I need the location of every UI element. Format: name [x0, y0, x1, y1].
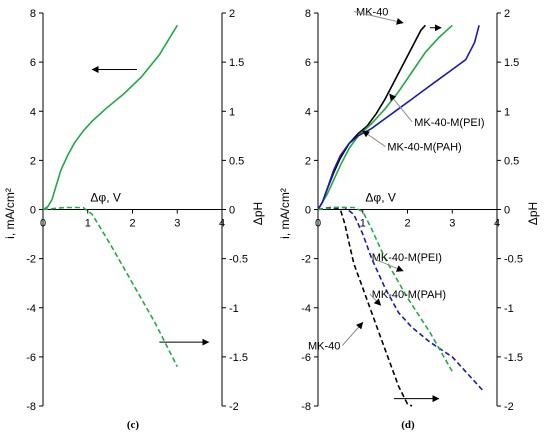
right-y-tick-label: 2 — [504, 8, 510, 20]
right-y-tick-label: -2 — [229, 401, 239, 413]
series-annotation-label: MK-40-M(PAH) — [372, 289, 446, 301]
right-y-tick-label: 0 — [504, 205, 510, 217]
left-y-tick-label: -6 — [301, 352, 311, 364]
left-y-tick-label: 6 — [305, 57, 311, 69]
x-tick-label: 4 — [219, 218, 225, 230]
series-line-solid-green — [317, 24, 453, 210]
x-tick-label: 2 — [404, 218, 410, 230]
right-y-tick-label: -0.5 — [229, 254, 248, 266]
series-annotation-label: MK-40-M(PAH) — [387, 142, 461, 154]
panel-label: (d) — [401, 419, 415, 431]
left-y-tick-label: -4 — [26, 303, 36, 315]
right-y-tick-label: 2 — [229, 8, 235, 20]
right-y-tick-label: -0.5 — [504, 254, 523, 266]
series-line-dashed-green — [42, 206, 179, 368]
left-y-tick-label: -4 — [301, 303, 311, 315]
panel-label: (c) — [127, 419, 140, 431]
series-line-solid-green — [42, 24, 178, 211]
left-y-tick-label: -2 — [26, 254, 36, 266]
left-y-tick-label: 0 — [30, 205, 36, 217]
right-y-tick-label: 0.5 — [229, 155, 244, 167]
series-line-dashed-green — [317, 206, 453, 372]
left-y-tick-label: 8 — [30, 8, 36, 20]
x-tick-label: 3 — [174, 218, 180, 230]
series-line-dashed-black — [317, 206, 413, 407]
x-axis-label: Δφ, V — [365, 191, 395, 205]
annotation-leader-arrow — [369, 256, 404, 272]
x-tick-label: 3 — [449, 218, 455, 230]
left-y-tick-label: 0 — [305, 205, 311, 217]
left-y-tick-label: 8 — [305, 8, 311, 20]
annotation-leader-arrow — [362, 130, 386, 147]
annotation-leader-arrow — [389, 93, 413, 123]
series-annotation-label: MK-40-M(PEI) — [414, 117, 484, 129]
left-y-tick-label: 2 — [30, 155, 36, 167]
annotation-leader-arrow — [369, 293, 382, 306]
right-y-tick-label: -1.5 — [229, 352, 248, 364]
series-line-solid-blue — [317, 25, 480, 210]
left-y-tick-label: -8 — [301, 401, 311, 413]
left-y-tick-label: 4 — [305, 106, 311, 118]
annotation-leader-arrow — [342, 321, 364, 346]
right-y-tick-label: 0 — [229, 205, 235, 217]
right-y-tick-label: 1.5 — [229, 57, 244, 69]
right-y-tick-label: 1 — [504, 106, 510, 118]
left-y-axis-label: i, mA/cm² — [3, 188, 17, 239]
x-tick-label: 0 — [315, 218, 321, 230]
left-y-tick-label: 2 — [305, 155, 311, 167]
right-y-tick-label: -1 — [504, 303, 514, 315]
x-tick-label: 1 — [85, 218, 91, 230]
x-tick-label: 2 — [129, 218, 135, 230]
right-y-axis-label: ΔpH — [251, 202, 265, 225]
right-y-tick-label: -1 — [229, 303, 239, 315]
series-annotation-label: MK-40 — [356, 6, 388, 18]
x-tick-label: 0 — [40, 218, 46, 230]
right-y-axis-label: ΔpH — [526, 202, 540, 225]
x-tick-label: 4 — [494, 218, 500, 230]
left-y-axis-label: i, mA/cm² — [278, 188, 292, 239]
series-annotation-label: MK-40-M(PEI) — [372, 252, 442, 264]
left-y-tick-label: 4 — [30, 106, 36, 118]
panel-d-chart: 8 6 4 2 0 -2 -4 -6 -8 2 1.5 1 0.5 0 -0.5 -1 -1.5 -2 0 1 2 3 4 Δ… — [278, 6, 540, 431]
left-y-tick-label: -8 — [26, 401, 36, 413]
right-y-tick-label: 0.5 — [504, 155, 519, 167]
left-y-tick-label: -6 — [26, 352, 36, 364]
right-y-tick-label: -1.5 — [504, 352, 523, 364]
x-axis-label: Δφ, V — [90, 191, 120, 205]
series-line-solid-black — [317, 24, 426, 210]
left-y-tick-label: 6 — [30, 57, 36, 69]
annotation-leader-arrow — [353, 10, 404, 25]
panel-c-chart: 8 6 4 2 0 -2 -4 -6 -8 2 1.5 1 0.5 0 -0.5 -1 -1.5 -2 0 1 2 3 4 Δ… — [3, 8, 265, 431]
right-y-tick-label: -2 — [504, 401, 514, 413]
right-y-tick-label: 1.5 — [504, 57, 519, 69]
x-tick-label: 1 — [360, 218, 366, 230]
right-y-tick-label: 1 — [229, 106, 235, 118]
left-y-tick-label: -2 — [301, 254, 311, 266]
series-annotation-label: MK-40 — [308, 341, 340, 353]
